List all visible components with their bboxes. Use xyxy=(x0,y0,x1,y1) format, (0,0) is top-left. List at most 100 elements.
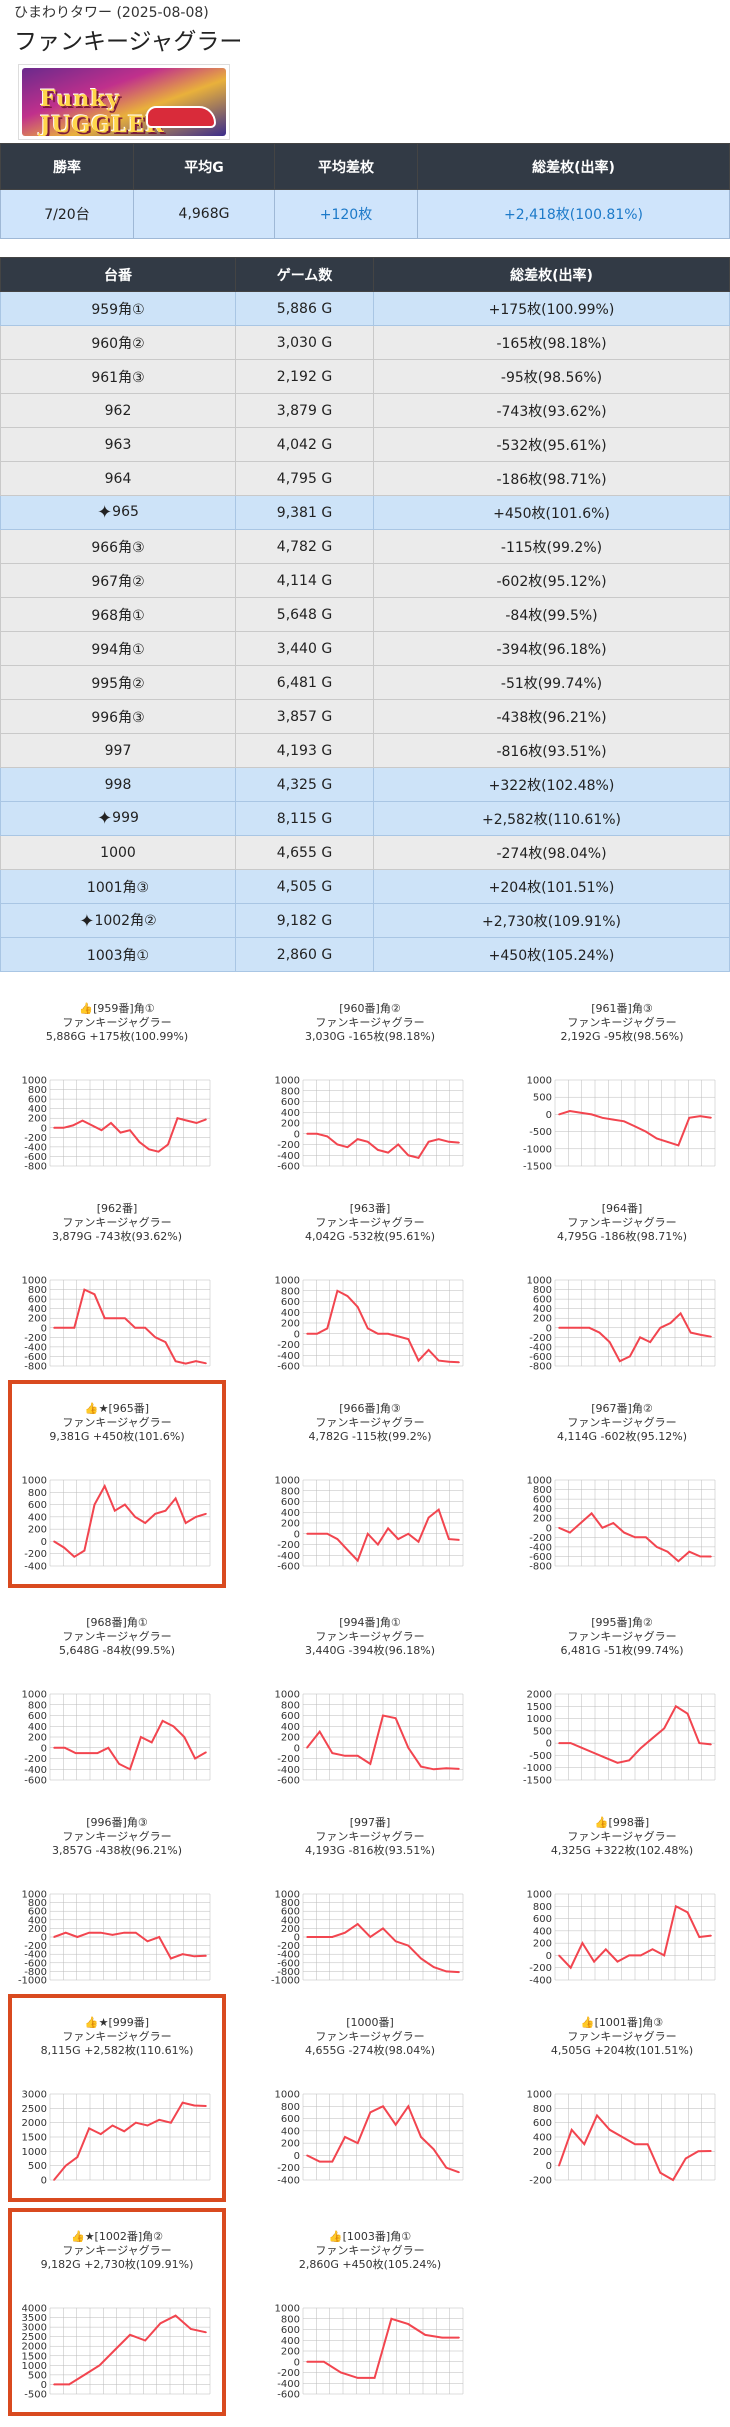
y-tick-label: 2000 xyxy=(22,2342,47,2353)
data-point xyxy=(344,1755,346,1757)
chart-card[interactable]: 👍[998番] ファンキージャグラー 4,325G +322枚(102.48%) 10… xyxy=(517,1798,727,1998)
data-point xyxy=(666,1550,669,1553)
data-point xyxy=(394,1717,397,1719)
chart-card[interactable]: [964番] ファンキージャグラー 4,795G -186枚(98.71%) 1000… xyxy=(517,1184,727,1384)
table-row: 961角③ 2,192 G -95枚(98.56%) xyxy=(0,359,730,394)
series-line xyxy=(53,1931,207,1960)
y-tick-label: 500 xyxy=(28,2161,47,2172)
chart-model: ファンキージャグラー xyxy=(62,1416,172,1429)
y-tick-label: 800 xyxy=(281,1486,300,1497)
data-point xyxy=(672,2179,674,2181)
chart-card[interactable]: [994番]角① ファンキージャグラー 3,440G -394枚(96.18%) 10… xyxy=(265,1598,475,1798)
games-cell: 9,182 G xyxy=(235,903,374,938)
data-point xyxy=(684,2157,687,2160)
y-tick-label: -600 xyxy=(529,1352,552,1363)
y-tick-label: 400 xyxy=(533,1926,552,1937)
data-point xyxy=(659,2172,662,2174)
chart-model: ファンキージャグラー xyxy=(62,2244,172,2257)
data-point xyxy=(194,1757,196,1760)
y-tick-label: 200 xyxy=(281,1519,300,1530)
data-point xyxy=(417,1359,420,1362)
chart-card[interactable]: [966番]角③ ファンキージャグラー 4,782G -115枚(99.2%) 100… xyxy=(265,1384,475,1584)
y-tick-label: 600 xyxy=(281,2114,300,2125)
machine-no-label: 1003角① xyxy=(86,947,150,964)
games-cell: 2,192 G xyxy=(235,359,374,394)
data-point xyxy=(135,1931,137,1934)
data-point xyxy=(377,1149,379,1151)
chart-card[interactable]: 👍★[1002番]角② ファンキージャグラー 9,182G +2,730枚(109.… xyxy=(8,2208,226,2416)
y-tick-label: 200 xyxy=(281,1733,300,1744)
y-tick-label: -1000 xyxy=(523,1144,552,1155)
data-point xyxy=(174,1360,177,1363)
chart-card[interactable]: [968番]角① ファンキージャグラー 5,648G -84枚(99.5%) 1000… xyxy=(12,1598,222,1798)
data-point xyxy=(445,1767,448,1769)
table-row: ✦999 8,115 G +2,582枚(110.61%) xyxy=(0,801,730,836)
chart-card[interactable]: 👍[1001番]角③ ファンキージャグラー 4,505G +204枚(101.51%… xyxy=(517,1998,727,2198)
machine-no-label: 995角② xyxy=(91,675,145,692)
data-point xyxy=(205,2105,207,2107)
y-tick-label: 0 xyxy=(294,2357,300,2368)
chart-stats: 6,481G -51枚(99.74%) xyxy=(560,1644,684,1657)
data-point xyxy=(612,1118,615,1121)
data-point xyxy=(306,1746,308,1749)
machine-no-label: 963 xyxy=(104,436,132,453)
sparkle-icon: ✦ xyxy=(97,808,113,829)
diff-cell: -743枚(93.62%) xyxy=(373,393,730,428)
y-tick-label: 1000 xyxy=(527,1890,552,1901)
y-tick-label: -1000 xyxy=(18,1976,47,1987)
games-cell: 3,857 G xyxy=(235,699,374,734)
y-tick-label: 400 xyxy=(281,1308,300,1319)
y-tick-label: -600 xyxy=(277,1562,300,1573)
y-tick-label: 800 xyxy=(28,1898,47,1909)
y-tick-label: 400 xyxy=(28,1104,47,1115)
data-point xyxy=(205,1512,207,1515)
chart-card[interactable]: [967番]角② ファンキージャグラー 4,114G -602枚(95.12%) 10… xyxy=(517,1384,727,1584)
chart-card[interactable]: 👍★[999番] ファンキージャグラー 8,115G +2,582枚(110.61%… xyxy=(8,1994,226,2202)
total-diff-value: +2,418枚(100.81%) xyxy=(417,189,730,239)
data-point xyxy=(346,1549,349,1551)
machine-no-cell: ✦999 xyxy=(0,801,236,836)
games-cell: 6,481 G xyxy=(235,665,374,700)
y-tick-label: -600 xyxy=(277,2390,300,2401)
data-point xyxy=(623,1120,625,1123)
chart-card[interactable]: [962番] ファンキージャグラー 3,879G -743枚(93.62%) 1000… xyxy=(12,1184,222,1384)
chart-card[interactable]: 👍[1003番]角① ファンキージャグラー 2,860G +450枚(105.24%… xyxy=(265,2212,475,2412)
y-tick-label: 800 xyxy=(28,1488,47,1499)
chart-card[interactable]: 👍[959番]角① ファンキージャグラー 5,886G +175枚(100.99%)… xyxy=(12,984,222,1184)
data-point xyxy=(432,1966,435,1968)
games-cell: 4,325 G xyxy=(235,767,374,802)
machine-no-label: 964 xyxy=(104,470,132,487)
chart-card[interactable]: [997番] ファンキージャグラー 4,193G -816枚(93.51%) 1000… xyxy=(265,1798,475,1998)
data-point xyxy=(53,1326,55,1329)
chart-card[interactable]: [960番]角② ファンキージャグラー 3,030G -165枚(98.18%) 10… xyxy=(265,984,475,1184)
series-line xyxy=(53,1483,207,1559)
chart-title: 👍★[1002番]角② xyxy=(71,2230,163,2243)
chart-card[interactable]: 👍★[965番] ファンキージャグラー 9,381G +450枚(101.6%) 10… xyxy=(8,1380,226,1588)
data-point xyxy=(640,1747,642,1749)
data-point xyxy=(596,2114,598,2117)
data-point xyxy=(344,2136,346,2138)
machine-no-label: 959角① xyxy=(91,301,145,318)
data-point xyxy=(677,1560,680,1563)
chart-card[interactable]: [995番]角② ファンキージャグラー 6,481G -51枚(99.74%) 200… xyxy=(517,1598,727,1798)
y-tick-label: 800 xyxy=(533,1485,552,1496)
machine-no-label: 966角③ xyxy=(91,539,145,556)
data-point xyxy=(73,1555,76,1558)
chart-card[interactable]: [963番] ファンキージャグラー 4,042G -532枚(95.61%) 1000… xyxy=(265,1184,475,1384)
data-point xyxy=(123,2130,125,2133)
y-tick-label: 3000 xyxy=(22,2090,47,2101)
chart-card[interactable]: [1000番] ファンキージャグラー 4,655G -274枚(98.04%) 100… xyxy=(265,1998,475,2198)
data-point xyxy=(579,1111,582,1114)
y-tick-label: 0 xyxy=(546,2161,552,2172)
data-point xyxy=(458,2171,460,2174)
chart-model: ファンキージャグラー xyxy=(62,2030,172,2043)
data-point xyxy=(437,1359,440,1362)
data-point xyxy=(601,1117,604,1119)
data-point xyxy=(445,2166,448,2169)
y-tick-label: 200 xyxy=(28,1114,47,1125)
chart-card[interactable]: [996番]角③ ファンキージャグラー 3,857G -438枚(96.21%) 10… xyxy=(12,1798,222,1998)
machine-no-label: 996角③ xyxy=(91,709,145,726)
table-row: 959角① 5,886 G +175枚(100.99%) xyxy=(0,291,730,326)
chart-card[interactable]: [961番]角③ ファンキージャグラー 2,192G -95枚(98.56%) 100… xyxy=(517,984,727,1184)
